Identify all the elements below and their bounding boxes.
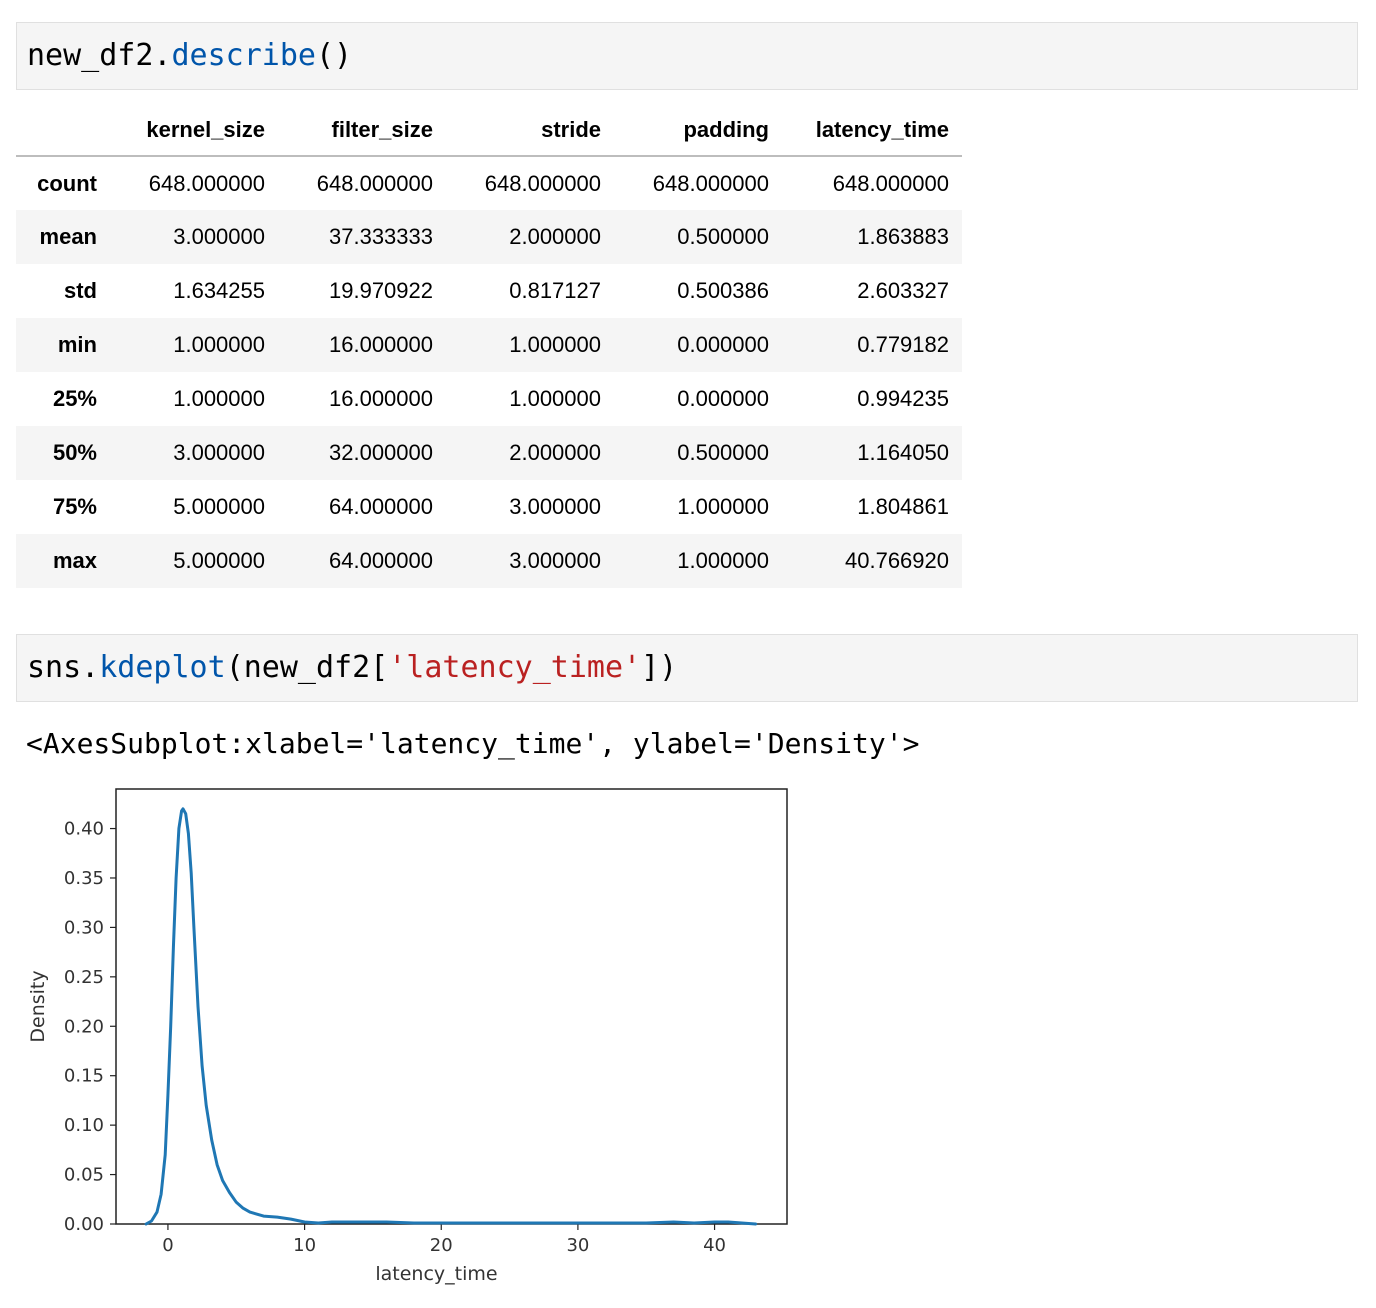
table-cell: 16.000000 bbox=[329, 386, 433, 411]
table-row: 25% 1.000000 16.000000 1.000000 0.000000 0.99… bbox=[16, 372, 962, 426]
row-index-label: 25% bbox=[52, 386, 97, 411]
table-cell: 5.000000 bbox=[173, 548, 265, 573]
table-body: count 648.000000 648.000000 648.000000 648.0… bbox=[16, 156, 962, 588]
table-cell: 1.804861 bbox=[857, 494, 949, 519]
row-index-label: count bbox=[37, 170, 97, 196]
x-tick-label: 30 bbox=[566, 1235, 589, 1256]
table-row: count 648.000000 648.000000 648.000000 648.0… bbox=[16, 156, 962, 210]
table-cell: 3.000000 bbox=[173, 440, 265, 465]
table-cell: 32.000000 bbox=[329, 440, 433, 465]
kde-plot: 0 10 20 30 40 0.00 0.05 0.10 0.15 0.20 0.25 0.30 0.3… bbox=[27, 788, 788, 1285]
table-row: 50% 3.000000 32.000000 2.000000 0.500000 1.16… bbox=[16, 426, 962, 480]
code-cell-kdeplot[interactable]: sns.kdeplot(new_df2['latency_time']) bbox=[16, 634, 1358, 702]
y-tick-label: 0.35 bbox=[64, 868, 104, 889]
table-row: max 5.000000 64.000000 3.000000 1.000000 40.7… bbox=[16, 534, 962, 588]
code-token: sns. bbox=[27, 650, 100, 685]
index-header bbox=[16, 104, 110, 157]
column-header: filter_size bbox=[278, 104, 446, 157]
table-cell: 1.000000 bbox=[173, 332, 265, 357]
table-cell: 3.000000 bbox=[509, 494, 601, 519]
code-token: (new_df2[ bbox=[225, 650, 389, 685]
column-header: kernel_size bbox=[110, 104, 278, 157]
describe-output-table: kernel_size filter_size stride padding l… bbox=[16, 104, 962, 588]
y-tick-label: 0.30 bbox=[64, 917, 104, 938]
table-cell: 40.766920 bbox=[845, 548, 949, 573]
table-cell: 64.000000 bbox=[329, 494, 433, 519]
table-cell: 5.000000 bbox=[173, 494, 265, 519]
table-cell: 1.000000 bbox=[173, 386, 265, 411]
x-tick-label: 20 bbox=[430, 1235, 453, 1256]
table-cell: 0.000000 bbox=[677, 332, 769, 357]
x-tick-label: 0 bbox=[162, 1235, 173, 1256]
row-index-label: min bbox=[57, 332, 97, 357]
table-cell: 0.500386 bbox=[677, 278, 769, 303]
table-row: std 1.634255 19.970922 0.817127 0.500386 2.60… bbox=[16, 264, 962, 318]
table-cell: 648.000000 bbox=[832, 170, 949, 196]
table-cell: 0.000000 bbox=[677, 386, 769, 411]
table-cell: 3.000000 bbox=[509, 548, 601, 573]
column-header: latency_time bbox=[782, 104, 962, 157]
y-tick-label: 0.15 bbox=[64, 1066, 104, 1087]
density-line-0 bbox=[144, 807, 758, 1226]
table-header-row: kernel_size filter_size stride padding l… bbox=[16, 104, 962, 157]
table-cell: 1.634255 bbox=[173, 278, 265, 303]
code-token: kdeplot bbox=[99, 650, 226, 685]
row-index-label: 75% bbox=[52, 494, 97, 519]
x-axis-label: latency_time bbox=[375, 1263, 497, 1285]
table-cell: 16.000000 bbox=[329, 332, 433, 357]
y-tick-label: 0.20 bbox=[64, 1016, 104, 1037]
table-cell: 1.863883 bbox=[857, 224, 949, 249]
table-row: min 1.000000 16.000000 1.000000 0.000000 0.77… bbox=[16, 318, 962, 372]
table-cell: 648.000000 bbox=[148, 170, 265, 196]
table-cell: 37.333333 bbox=[329, 224, 433, 249]
column-header: stride bbox=[446, 104, 614, 157]
output-repr-text: <AxesSubplot:xlabel='latency_time', ylab… bbox=[26, 727, 920, 760]
table-cell: 64.000000 bbox=[329, 548, 433, 573]
table-cell: 648.000000 bbox=[652, 170, 769, 196]
code-token: new_df2. bbox=[27, 38, 172, 73]
table-cell: 2.603327 bbox=[857, 278, 949, 303]
table-cell: 648.000000 bbox=[316, 170, 433, 196]
code-cell-describe[interactable]: new_df2.describe() bbox=[16, 22, 1358, 90]
table-cell: 2.000000 bbox=[509, 440, 601, 465]
table-cell: 1.000000 bbox=[677, 548, 769, 573]
y-tick-label: 0.40 bbox=[64, 819, 104, 840]
y-axis-label: Density bbox=[27, 970, 49, 1042]
y-tick-label: 0.25 bbox=[64, 967, 104, 988]
table-cell: 1.000000 bbox=[509, 332, 601, 357]
table-cell: 19.970922 bbox=[329, 278, 433, 303]
table-cell: 3.000000 bbox=[173, 224, 265, 249]
table-cell: 1.164050 bbox=[857, 440, 949, 465]
table-cell: 0.994235 bbox=[857, 386, 949, 411]
table-cell: 0.779182 bbox=[857, 332, 949, 357]
code-token: 'latency_time' bbox=[388, 650, 642, 685]
y-tick-label: 0.00 bbox=[64, 1214, 104, 1235]
table-cell: 0.817127 bbox=[509, 278, 601, 303]
table-cell: 0.500000 bbox=[677, 440, 769, 465]
row-index-label: mean bbox=[39, 224, 97, 249]
row-index-label: max bbox=[52, 548, 97, 573]
code-token: ]) bbox=[641, 650, 678, 685]
table-cell: 2.000000 bbox=[509, 224, 601, 249]
table-row: 75% 5.000000 64.000000 3.000000 1.000000 1.80… bbox=[16, 480, 962, 534]
table-row: mean 3.000000 37.333333 2.000000 0.500000 1.8… bbox=[16, 210, 962, 264]
y-tick-label: 0.05 bbox=[64, 1165, 104, 1186]
table-cell: 1.000000 bbox=[677, 494, 769, 519]
y-tick-label: 0.10 bbox=[64, 1115, 104, 1136]
row-index-label: std bbox=[64, 278, 97, 303]
table-cell: 0.500000 bbox=[677, 224, 769, 249]
code-token: () bbox=[316, 38, 353, 73]
table-cell: 1.000000 bbox=[509, 386, 601, 411]
x-tick-label: 10 bbox=[293, 1235, 316, 1256]
row-index-label: 50% bbox=[52, 440, 97, 465]
table-cell: 648.000000 bbox=[484, 170, 601, 196]
x-tick-label: 40 bbox=[703, 1235, 726, 1256]
code-token: describe bbox=[171, 38, 317, 73]
column-header: padding bbox=[614, 104, 782, 157]
